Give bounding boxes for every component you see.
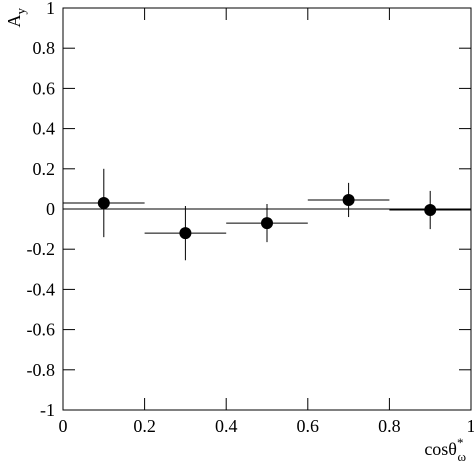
x-tick-label: 0.8 bbox=[378, 416, 401, 436]
x-axis-label: cosθ* ω bbox=[424, 435, 466, 464]
y-label-sub: y bbox=[13, 8, 28, 15]
point bbox=[97, 196, 110, 209]
y-tick-label: 0.8 bbox=[33, 38, 56, 58]
x-tick-label: 1 bbox=[467, 416, 474, 436]
point bbox=[179, 227, 192, 240]
y-tick-label: 0.4 bbox=[33, 119, 56, 139]
point bbox=[261, 217, 273, 230]
y-tick-label: -0.4 bbox=[27, 279, 56, 299]
y-label-main: A bbox=[4, 15, 24, 28]
x-tick-label: 0.6 bbox=[297, 416, 320, 436]
point bbox=[342, 193, 355, 206]
x-label-main: cosθ bbox=[424, 439, 457, 459]
y-tick-label: 0 bbox=[46, 199, 55, 219]
point bbox=[424, 204, 437, 217]
x-label-sup: * bbox=[457, 435, 464, 450]
y-tick-label: -0.8 bbox=[27, 360, 56, 380]
y-tick-label: 1 bbox=[46, 0, 55, 18]
x-tick-label: 0.4 bbox=[215, 416, 238, 436]
y-axis-label: Ay bbox=[4, 8, 28, 28]
y-tick-label: 0.6 bbox=[33, 78, 56, 98]
x-tick-label: 0 bbox=[59, 416, 68, 436]
y-tick-label: 0.2 bbox=[33, 159, 56, 179]
x-label-sub: ω bbox=[457, 449, 466, 464]
x-tick-label: 0.2 bbox=[133, 416, 156, 436]
y-tick-label: -0.6 bbox=[27, 320, 56, 340]
y-tick-label: -0.2 bbox=[27, 239, 56, 259]
y-tick-label: -1 bbox=[40, 400, 55, 420]
